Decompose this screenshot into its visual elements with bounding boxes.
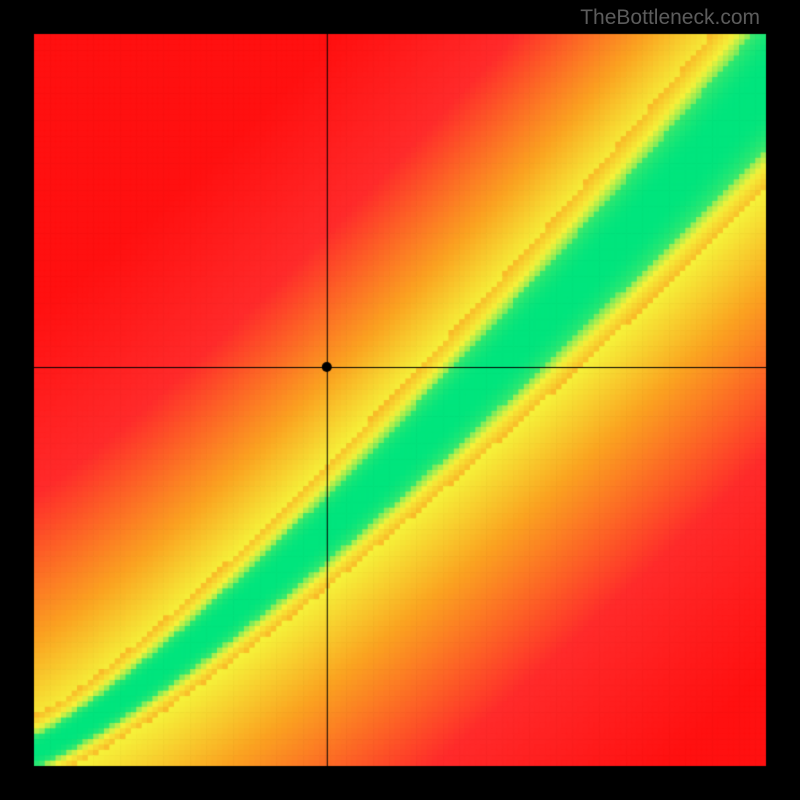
bottleneck-heatmap-canvas xyxy=(0,0,800,800)
watermark-text: TheBottleneck.com xyxy=(580,6,760,30)
